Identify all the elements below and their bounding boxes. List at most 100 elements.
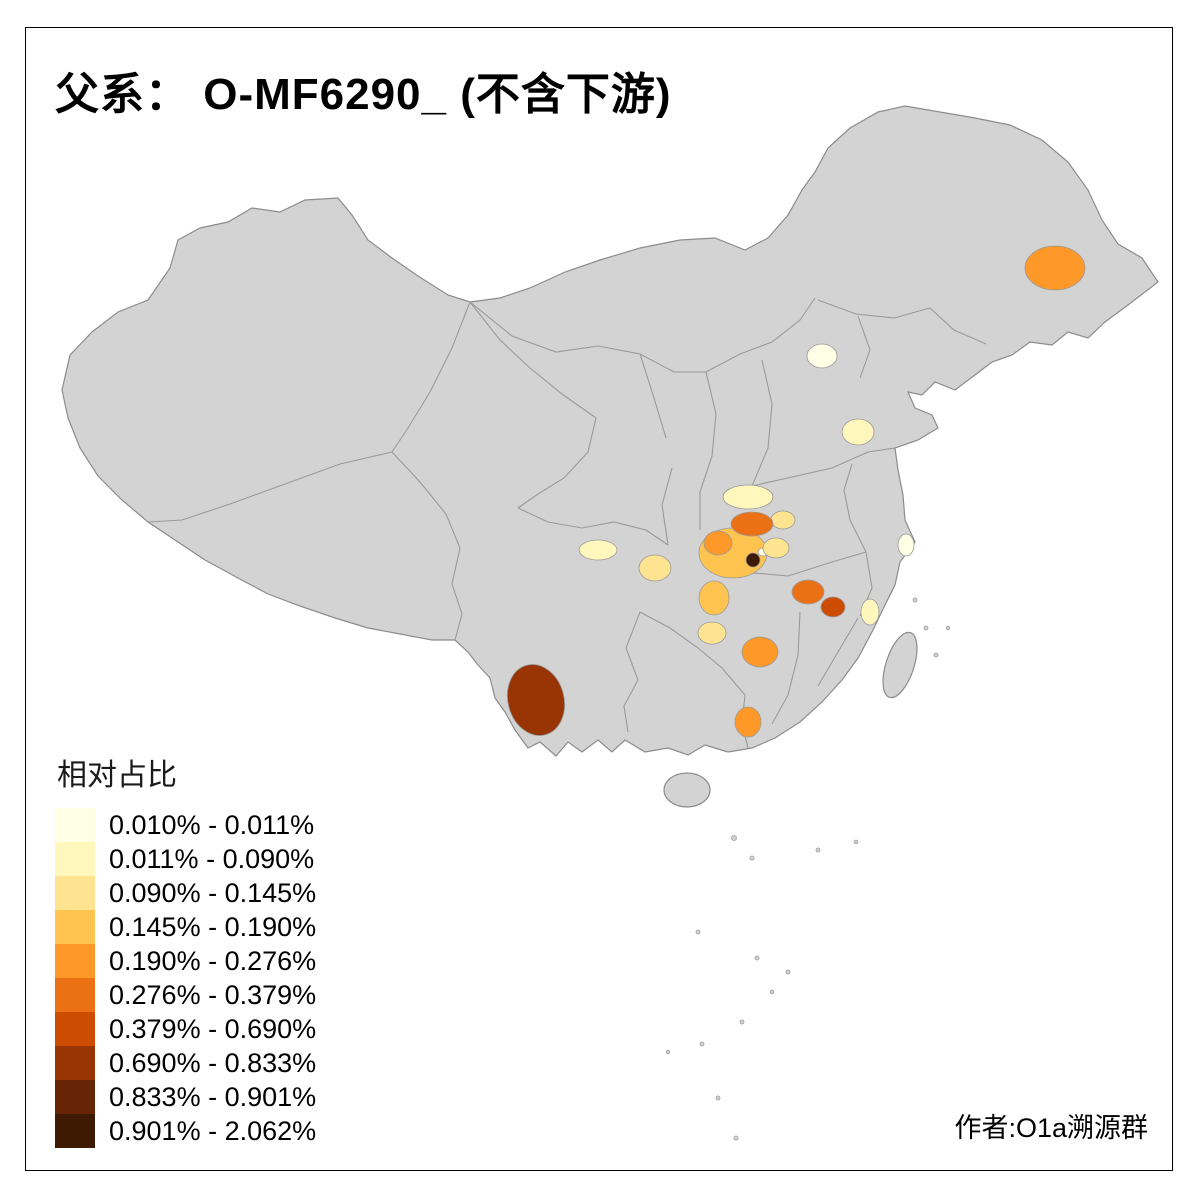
province-borders-group — [147, 297, 987, 749]
legend-label: 0.011% - 0.090% — [109, 843, 315, 874]
small-islands-group — [665, 597, 951, 1141]
map-highlight-region — [897, 533, 915, 557]
map-highlight-region — [722, 484, 774, 510]
legend-swatch — [55, 1046, 95, 1080]
legend-row: 0.010% - 0.011% — [55, 808, 316, 842]
legend-label: 0.090% - 0.145% — [109, 877, 317, 908]
province-border — [751, 447, 896, 487]
legend-row: 0.190% - 0.276% — [55, 944, 316, 978]
province-border — [639, 611, 746, 696]
small-island — [853, 839, 859, 845]
map-highlight-region — [806, 343, 838, 369]
map-highlight-region — [698, 580, 730, 616]
legend-swatch — [55, 876, 95, 910]
map-highlight-region — [745, 552, 761, 568]
taiwan-island — [882, 631, 918, 699]
province-border — [751, 359, 773, 487]
province-border — [391, 451, 463, 641]
map-highlight-region — [578, 539, 618, 561]
map-title: 父系： O-MF6290_ (不含下游) — [55, 70, 672, 119]
legend-swatch — [55, 910, 95, 944]
map-highlight-region — [770, 510, 796, 530]
map-highlight-region — [841, 418, 875, 446]
small-island — [785, 969, 791, 975]
small-island — [731, 835, 737, 841]
legend-swatch — [55, 1012, 95, 1046]
legend-label: 0.833% - 0.901% — [109, 1081, 317, 1112]
province-border — [843, 463, 867, 553]
map-base-group — [61, 105, 1159, 808]
map-highlight-region — [638, 554, 672, 582]
small-island — [733, 1135, 739, 1141]
legend-swatch — [55, 944, 95, 978]
map-highlight-region — [703, 530, 733, 556]
map-highlight-region — [820, 596, 846, 618]
province-border — [147, 451, 393, 523]
legend-label: 0.276% - 0.379% — [109, 979, 317, 1010]
legend-swatch — [55, 978, 95, 1012]
legend-label: 0.690% - 0.833% — [109, 1047, 317, 1078]
province-border — [699, 371, 717, 530]
map-highlights-group — [506, 245, 1086, 738]
small-island — [695, 929, 701, 935]
province-border — [929, 307, 987, 345]
province-border — [391, 301, 471, 453]
legend-row: 0.276% - 0.379% — [55, 978, 316, 1012]
small-island — [912, 597, 918, 603]
small-island — [749, 855, 755, 861]
legend-row: 0.690% - 0.833% — [55, 1046, 316, 1080]
legend-label: 0.190% - 0.276% — [109, 945, 317, 976]
legend-row: 0.901% - 2.062% — [55, 1114, 316, 1148]
small-island — [754, 955, 760, 961]
province-border — [661, 467, 673, 546]
small-island — [923, 625, 929, 631]
small-island — [715, 1095, 721, 1101]
legend-label: 0.145% - 0.190% — [109, 911, 317, 942]
small-island — [699, 1041, 705, 1047]
legend: 相对占比 0.010% - 0.011% 0.011% - 0.090% 0.090… — [55, 750, 316, 1148]
legend-swatch — [55, 1080, 95, 1114]
legend-rows: 0.010% - 0.011% 0.011% - 0.090% 0.090% - 0… — [55, 808, 316, 1148]
map-highlight-region — [697, 621, 727, 645]
small-island — [739, 1019, 745, 1025]
legend-swatch — [55, 808, 95, 842]
legend-swatch — [55, 842, 95, 876]
province-border — [817, 617, 859, 687]
attribution-text: 作者:O1a溯源群 — [954, 1113, 1148, 1143]
legend-swatch — [55, 1114, 95, 1148]
legend-row: 0.379% - 0.690% — [55, 1012, 316, 1046]
map-highlight-region — [1024, 245, 1086, 291]
legend-row: 0.011% - 0.090% — [55, 842, 316, 876]
province-border — [639, 353, 667, 439]
legend-label: 0.010% - 0.011% — [109, 809, 315, 840]
province-border — [469, 301, 597, 419]
map-highlight-region — [506, 664, 566, 736]
small-island — [769, 989, 775, 995]
map-highlight-region — [791, 579, 825, 605]
province-border — [857, 315, 871, 379]
map-highlight-region — [860, 598, 880, 626]
hainan-island — [663, 772, 711, 808]
map-highlight-region — [734, 706, 762, 738]
legend-label: 0.901% - 2.062% — [109, 1115, 317, 1146]
legend-label: 0.379% - 0.690% — [109, 1013, 317, 1044]
province-border — [817, 299, 931, 319]
province-border — [771, 611, 801, 725]
province-border — [469, 297, 816, 373]
province-border — [517, 417, 597, 509]
province-border — [623, 611, 641, 733]
legend-title: 相对占比 — [57, 759, 177, 792]
china-mainland — [61, 105, 1159, 757]
map-highlight-region — [741, 636, 779, 668]
province-border — [517, 507, 669, 546]
small-island — [665, 1049, 671, 1055]
legend-row: 0.090% - 0.145% — [55, 876, 316, 910]
map-highlight-region — [730, 511, 774, 537]
legend-row: 0.145% - 0.190% — [55, 910, 316, 944]
small-island — [945, 625, 951, 631]
small-island — [933, 652, 939, 658]
legend-row: 0.833% - 0.901% — [55, 1080, 316, 1114]
map-highlight-region — [762, 537, 790, 559]
